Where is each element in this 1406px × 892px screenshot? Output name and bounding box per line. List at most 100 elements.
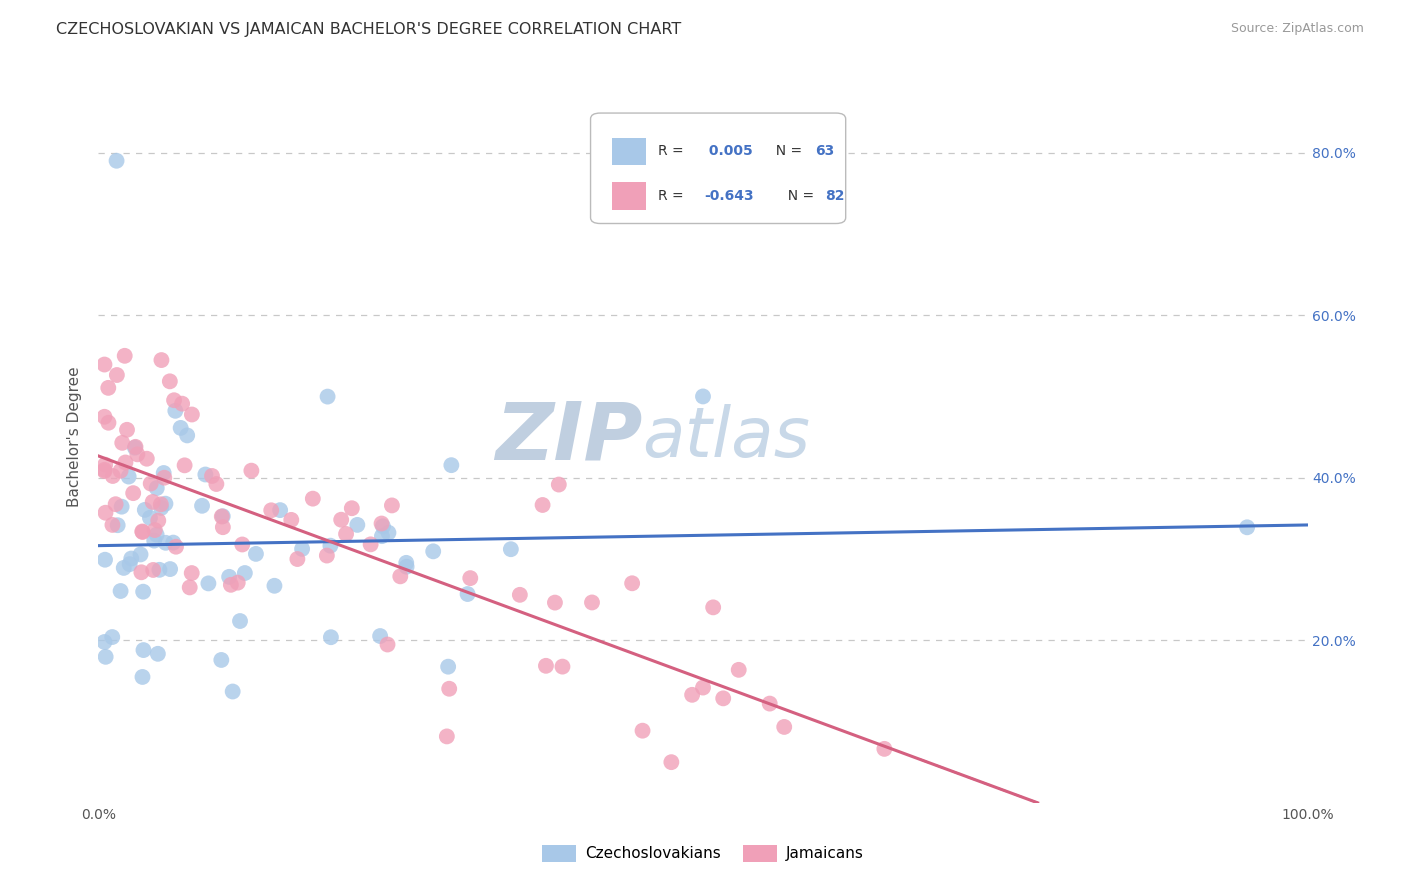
Point	[240, 464, 263, 478]
Point	[370, 516, 392, 531]
Point	[211, 509, 233, 524]
Point	[143, 533, 166, 548]
Point	[301, 491, 323, 506]
Point	[93, 409, 115, 424]
Point	[381, 499, 404, 513]
Point	[152, 466, 174, 480]
Point	[197, 576, 219, 591]
Point	[139, 511, 162, 525]
Point	[422, 544, 444, 558]
Point	[377, 638, 399, 652]
Point	[145, 481, 167, 495]
Point	[659, 755, 682, 769]
Point	[360, 537, 382, 551]
Point	[165, 404, 187, 418]
Point	[112, 561, 135, 575]
Point	[115, 423, 138, 437]
Point	[631, 723, 654, 738]
Point	[93, 635, 115, 649]
Point	[773, 720, 796, 734]
Point	[131, 670, 153, 684]
Point	[180, 566, 202, 580]
Point	[139, 476, 162, 491]
Point	[179, 581, 201, 595]
Point	[127, 447, 149, 461]
Point	[702, 600, 724, 615]
Point	[219, 578, 242, 592]
Point	[146, 647, 169, 661]
Text: 82: 82	[825, 189, 845, 202]
Point	[104, 497, 127, 511]
Point	[94, 649, 117, 664]
Point	[180, 408, 202, 422]
Point	[231, 537, 253, 551]
Point	[371, 519, 394, 533]
Point	[111, 500, 134, 514]
Point	[211, 509, 233, 524]
Point	[150, 500, 173, 515]
Point	[148, 514, 170, 528]
Point	[131, 566, 153, 580]
Point	[205, 477, 228, 491]
Point	[319, 630, 342, 644]
Point	[291, 541, 314, 556]
Point	[105, 153, 128, 168]
Point	[131, 524, 153, 539]
Point	[551, 659, 574, 673]
Point	[263, 579, 285, 593]
Point	[110, 584, 132, 599]
Point	[132, 584, 155, 599]
FancyBboxPatch shape	[613, 137, 647, 165]
Point	[194, 467, 217, 482]
Point	[155, 536, 177, 550]
Point	[124, 440, 146, 454]
Point	[692, 681, 714, 695]
Point	[335, 527, 357, 541]
Point	[135, 451, 157, 466]
Point	[124, 441, 146, 455]
Point	[377, 525, 399, 540]
Point	[260, 503, 283, 517]
Point	[499, 542, 522, 557]
Point	[245, 547, 267, 561]
Point	[165, 540, 187, 554]
Point	[191, 499, 214, 513]
Point	[209, 653, 232, 667]
Text: N =: N =	[779, 189, 818, 202]
Text: CZECHOSLOVAKIAN VS JAMAICAN BACHELOR'S DEGREE CORRELATION CHART: CZECHOSLOVAKIAN VS JAMAICAN BACHELOR'S D…	[56, 22, 682, 37]
Point	[129, 548, 152, 562]
Point	[110, 464, 132, 478]
Point	[218, 570, 240, 584]
Point	[330, 513, 353, 527]
Text: Source: ZipAtlas.com: Source: ZipAtlas.com	[1230, 22, 1364, 36]
Point	[148, 563, 170, 577]
Text: -0.643: -0.643	[704, 189, 754, 202]
Point	[346, 517, 368, 532]
Point	[395, 559, 418, 574]
Point	[118, 557, 141, 571]
Point	[94, 552, 117, 566]
Point	[176, 428, 198, 442]
Point	[226, 575, 249, 590]
Text: atlas: atlas	[643, 403, 810, 471]
Point	[873, 742, 896, 756]
Point	[458, 571, 481, 585]
Point	[368, 629, 391, 643]
Point	[173, 458, 195, 473]
Point	[155, 497, 177, 511]
Point	[440, 458, 463, 472]
Point	[389, 569, 412, 583]
FancyBboxPatch shape	[613, 182, 647, 210]
Point	[93, 358, 115, 372]
Point	[114, 455, 136, 469]
Point	[212, 520, 235, 534]
Point	[132, 643, 155, 657]
Point	[149, 497, 172, 511]
Point	[94, 506, 117, 520]
Point	[122, 486, 145, 500]
Point	[145, 527, 167, 541]
Legend: Czechoslovakians, Jamaicans: Czechoslovakians, Jamaicans	[536, 838, 870, 868]
Point	[93, 464, 115, 478]
Point	[131, 524, 153, 539]
Point	[172, 397, 194, 411]
